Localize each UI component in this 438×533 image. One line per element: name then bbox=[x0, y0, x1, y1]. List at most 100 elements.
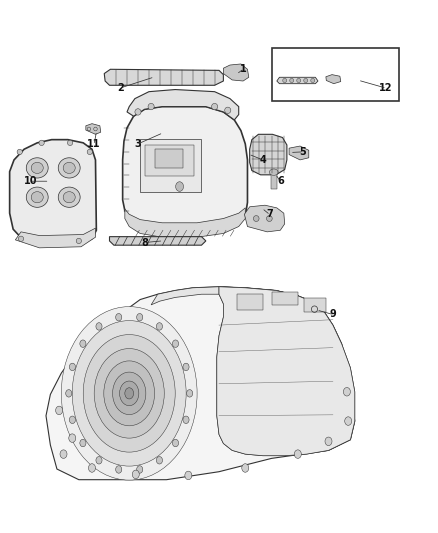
Ellipse shape bbox=[173, 439, 179, 447]
Text: 11: 11 bbox=[88, 139, 101, 149]
Ellipse shape bbox=[343, 387, 350, 396]
Ellipse shape bbox=[69, 363, 75, 370]
Ellipse shape bbox=[297, 78, 300, 83]
Ellipse shape bbox=[88, 464, 95, 472]
Polygon shape bbox=[289, 146, 309, 160]
Ellipse shape bbox=[137, 313, 143, 321]
Polygon shape bbox=[86, 124, 101, 134]
Ellipse shape bbox=[120, 381, 139, 406]
Ellipse shape bbox=[69, 434, 76, 442]
Polygon shape bbox=[250, 134, 287, 175]
Text: 5: 5 bbox=[299, 147, 306, 157]
Polygon shape bbox=[277, 77, 318, 84]
Ellipse shape bbox=[325, 437, 332, 446]
Bar bbox=[304, 298, 326, 312]
Ellipse shape bbox=[63, 192, 75, 203]
Ellipse shape bbox=[225, 107, 231, 114]
Ellipse shape bbox=[58, 158, 80, 178]
Text: 4: 4 bbox=[259, 155, 266, 165]
Ellipse shape bbox=[80, 340, 86, 348]
Ellipse shape bbox=[269, 169, 278, 175]
Ellipse shape bbox=[61, 306, 197, 480]
Bar bbox=[145, 145, 194, 176]
Text: 9: 9 bbox=[329, 310, 336, 319]
Ellipse shape bbox=[26, 158, 48, 178]
Polygon shape bbox=[104, 69, 223, 85]
Polygon shape bbox=[110, 237, 206, 245]
Ellipse shape bbox=[69, 416, 75, 424]
Ellipse shape bbox=[63, 163, 75, 173]
Bar bbox=[272, 292, 298, 305]
Bar bbox=[155, 149, 183, 168]
Polygon shape bbox=[223, 64, 249, 81]
Ellipse shape bbox=[72, 320, 186, 466]
Ellipse shape bbox=[76, 238, 81, 244]
Text: 12: 12 bbox=[379, 83, 392, 93]
Ellipse shape bbox=[58, 187, 80, 207]
Ellipse shape bbox=[116, 313, 122, 321]
Text: 10: 10 bbox=[24, 176, 37, 186]
Ellipse shape bbox=[266, 216, 272, 222]
Ellipse shape bbox=[242, 464, 249, 472]
Ellipse shape bbox=[311, 78, 314, 83]
Text: 1: 1 bbox=[240, 64, 247, 74]
Ellipse shape bbox=[80, 439, 86, 447]
Text: 2: 2 bbox=[117, 83, 124, 93]
Ellipse shape bbox=[113, 372, 146, 415]
Ellipse shape bbox=[116, 466, 122, 473]
Polygon shape bbox=[326, 75, 341, 84]
Ellipse shape bbox=[96, 457, 102, 464]
Ellipse shape bbox=[345, 417, 352, 425]
Ellipse shape bbox=[96, 322, 102, 330]
Ellipse shape bbox=[283, 78, 286, 83]
Ellipse shape bbox=[294, 450, 301, 458]
Ellipse shape bbox=[187, 390, 193, 397]
Ellipse shape bbox=[173, 340, 179, 348]
Bar bbox=[271, 173, 277, 189]
Ellipse shape bbox=[212, 103, 218, 110]
Ellipse shape bbox=[31, 163, 43, 173]
Ellipse shape bbox=[135, 109, 141, 115]
Ellipse shape bbox=[132, 470, 139, 479]
Bar bbox=[140, 139, 201, 192]
Polygon shape bbox=[127, 90, 239, 120]
Text: 7: 7 bbox=[266, 209, 273, 219]
Text: 3: 3 bbox=[134, 139, 141, 149]
Ellipse shape bbox=[185, 471, 192, 480]
Ellipse shape bbox=[17, 149, 22, 155]
Ellipse shape bbox=[31, 192, 43, 203]
Ellipse shape bbox=[125, 388, 134, 399]
Ellipse shape bbox=[18, 236, 24, 241]
Ellipse shape bbox=[148, 103, 154, 110]
Polygon shape bbox=[217, 287, 355, 456]
Ellipse shape bbox=[104, 361, 155, 426]
Ellipse shape bbox=[87, 149, 92, 155]
Ellipse shape bbox=[304, 78, 307, 83]
Bar bbox=[272, 48, 399, 101]
Ellipse shape bbox=[183, 363, 189, 370]
Polygon shape bbox=[10, 140, 96, 245]
Ellipse shape bbox=[56, 406, 63, 415]
Ellipse shape bbox=[26, 187, 48, 207]
Ellipse shape bbox=[39, 140, 44, 146]
Ellipse shape bbox=[253, 216, 259, 222]
Ellipse shape bbox=[156, 322, 162, 330]
Ellipse shape bbox=[183, 416, 189, 424]
Ellipse shape bbox=[60, 450, 67, 458]
Polygon shape bbox=[151, 287, 324, 320]
Ellipse shape bbox=[290, 78, 293, 83]
Polygon shape bbox=[125, 208, 245, 237]
Polygon shape bbox=[123, 107, 247, 232]
Bar bbox=[237, 294, 263, 310]
Polygon shape bbox=[244, 205, 285, 232]
Ellipse shape bbox=[83, 335, 175, 452]
Ellipse shape bbox=[156, 457, 162, 464]
Text: 8: 8 bbox=[141, 238, 148, 247]
Polygon shape bbox=[46, 287, 355, 480]
Ellipse shape bbox=[137, 466, 143, 473]
Ellipse shape bbox=[66, 390, 72, 397]
Polygon shape bbox=[15, 228, 95, 248]
Ellipse shape bbox=[176, 182, 184, 191]
Ellipse shape bbox=[67, 140, 73, 146]
Ellipse shape bbox=[94, 349, 164, 438]
